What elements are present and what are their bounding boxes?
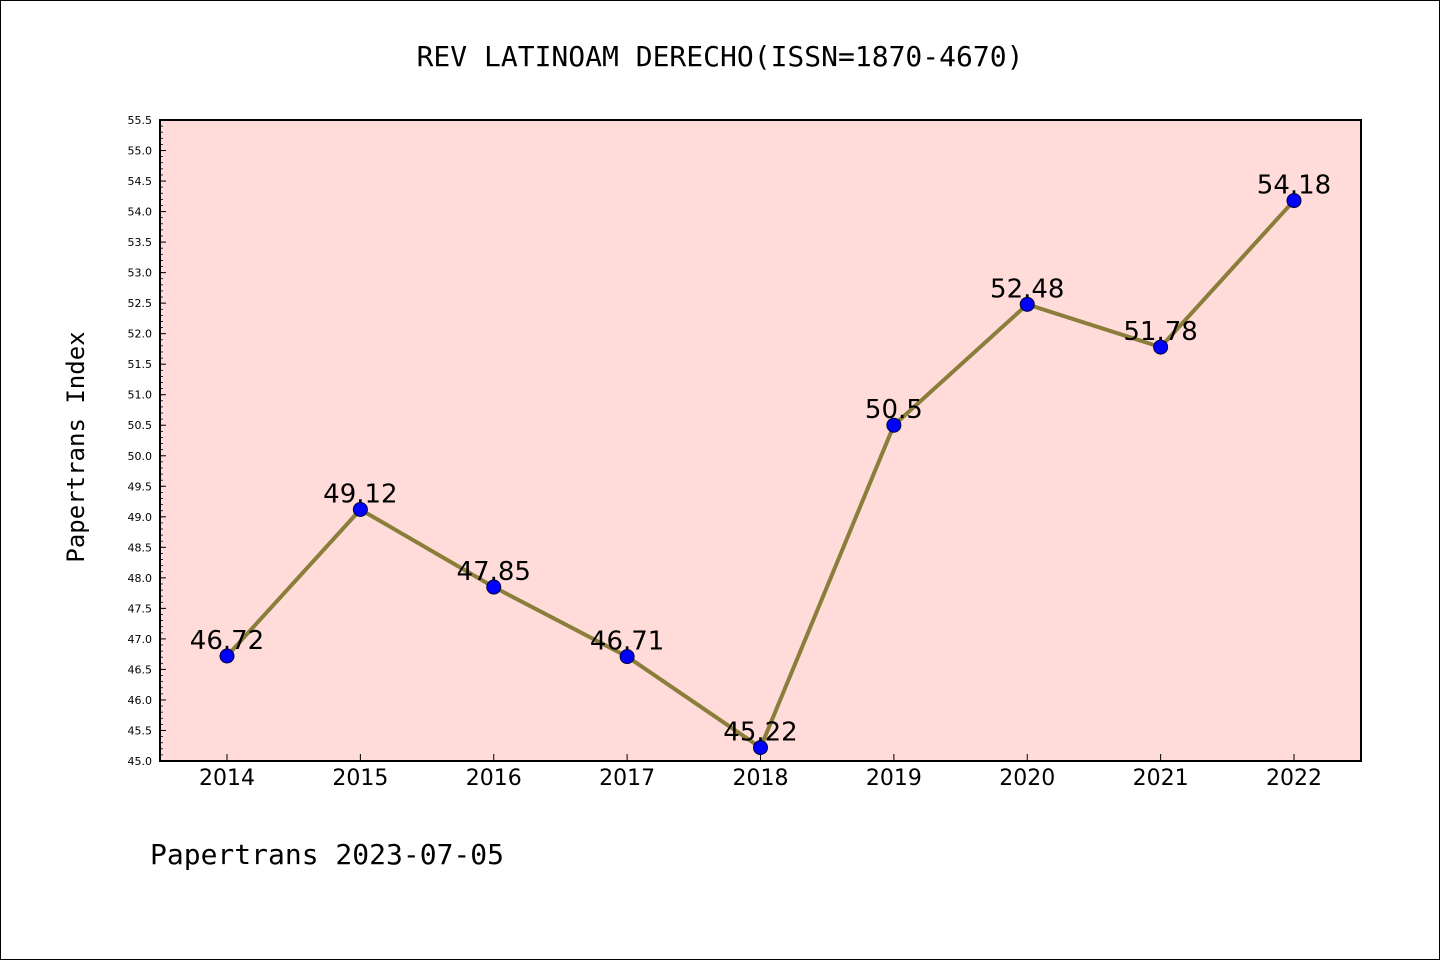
data-point — [1153, 339, 1169, 355]
x-tick-label: 2015 — [332, 766, 388, 791]
data-label: 52.48 — [990, 274, 1064, 304]
y-tick-label: 52.5 — [128, 297, 153, 310]
data-point — [219, 648, 235, 664]
y-tick-label: 52.0 — [128, 328, 153, 341]
y-tick-label: 48.0 — [128, 572, 153, 585]
data-label: 50.5 — [865, 395, 923, 425]
x-tick-label: 2016 — [466, 766, 522, 791]
data-labels: 46.72 49.12 47.85 46.71 45.22 50.5 52.48 51.78 5… — [190, 171, 1331, 748]
x-tick-label: 2014 — [199, 766, 255, 791]
y-tick-label: 55.5 — [128, 114, 153, 127]
data-label: 49.12 — [323, 479, 397, 509]
y-tick-label: 45.0 — [128, 755, 153, 768]
y-tick-label: 49.5 — [128, 480, 153, 493]
y-tick-label: 50.0 — [128, 450, 153, 463]
data-label: 47.85 — [457, 557, 531, 587]
data-label: 45.22 — [723, 718, 797, 748]
footer-credit: Papertrans 2023-07-05 — [150, 838, 504, 871]
data-point — [352, 501, 368, 517]
y-tick-label: 49.0 — [128, 511, 153, 524]
plot-area — [159, 119, 1362, 762]
y-axis-label: Papertrans Index — [62, 331, 90, 562]
y-tick-label: 50.5 — [128, 419, 153, 432]
data-label: 46.72 — [190, 626, 264, 656]
x-tick-label: 2022 — [1266, 766, 1322, 791]
data-point — [486, 579, 502, 595]
y-tick-label: 54.5 — [128, 175, 153, 188]
y-tick-label: 48.5 — [128, 541, 153, 554]
x-tick-label: 2018 — [733, 766, 789, 791]
y-tick-label: 45.5 — [128, 724, 153, 737]
y-tick-label: 55.0 — [128, 145, 153, 158]
data-label: 51.78 — [1123, 317, 1197, 347]
y-tick-label: 46.0 — [128, 694, 153, 707]
y-tick-label: 51.5 — [128, 358, 153, 371]
data-label: 54.18 — [1257, 171, 1331, 201]
y-tick-label: 53.0 — [128, 267, 153, 280]
x-tick-label: 2017 — [599, 766, 655, 791]
data-label: 46.71 — [590, 627, 664, 657]
series-points — [219, 193, 1302, 756]
y-tick-label: 47.5 — [128, 602, 153, 615]
y-tick-label: 53.5 — [128, 236, 153, 249]
data-point — [753, 740, 768, 756]
x-axis-ticks: 2014 2015 2016 2017 2018 2019 2020 2021 2022 — [199, 754, 1322, 791]
y-tick-label: 46.5 — [128, 663, 153, 676]
data-point — [1019, 296, 1035, 312]
x-tick-label: 2020 — [999, 766, 1055, 791]
chart-title: REV LATINOAM DERECHO(ISSN=1870-4670) — [417, 40, 1024, 73]
data-point — [619, 649, 635, 665]
y-axis-ticks: 45.0 45.5 46.0 46.5 47.0 47.5 48.0 48.5 49.0 49.5… — [128, 114, 166, 768]
y-tick-label: 51.0 — [128, 389, 153, 402]
x-tick-label: 2021 — [1133, 766, 1189, 791]
data-point — [1286, 193, 1302, 209]
y-tick-label: 54.0 — [128, 206, 153, 219]
data-point — [886, 417, 902, 433]
x-tick-label: 2019 — [866, 766, 922, 791]
y-tick-label: 47.0 — [128, 633, 153, 646]
